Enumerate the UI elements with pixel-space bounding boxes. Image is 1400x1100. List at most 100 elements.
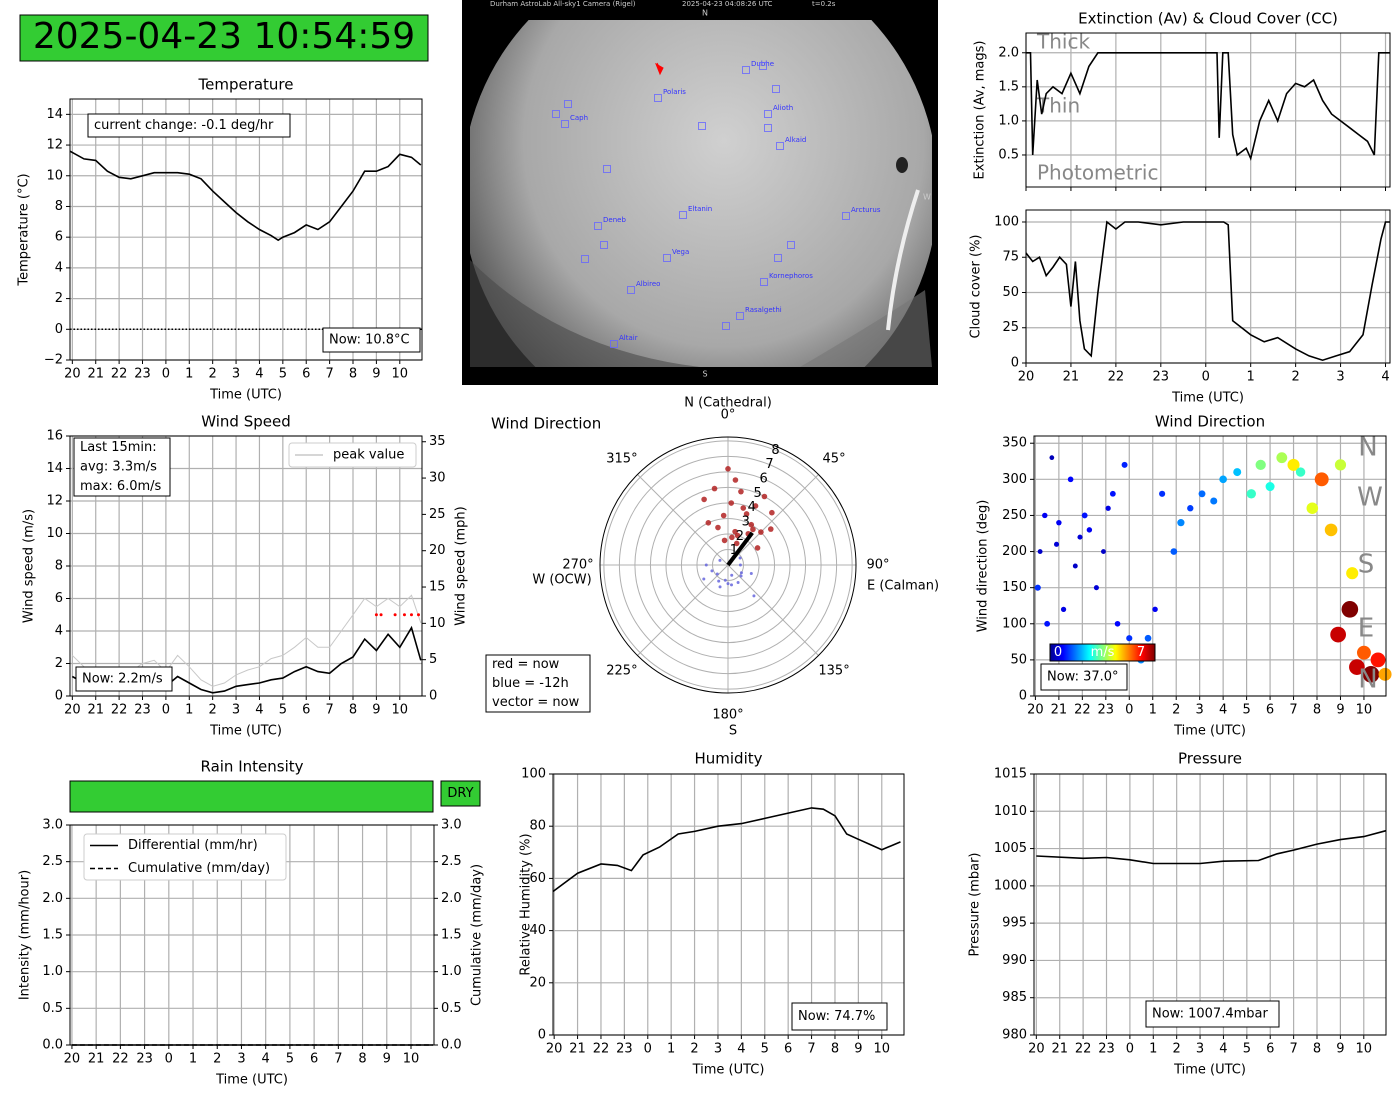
star-box <box>594 222 602 230</box>
axes-frame <box>1025 209 1391 364</box>
point <box>1037 549 1043 555</box>
y-tick-label: 0.0 <box>42 1038 63 1053</box>
x-tick-label: 0 <box>1202 370 1210 385</box>
star-box <box>776 142 784 150</box>
colorbar <box>1049 643 1156 662</box>
y2-tick-label: 25 <box>429 507 446 522</box>
y-tick-label: 60 <box>529 871 546 886</box>
y-tick-label: 6 <box>55 230 63 245</box>
compass-letter: E <box>1358 614 1374 644</box>
point <box>761 493 768 500</box>
point <box>736 580 740 584</box>
y2-tick-label: 1.0 <box>441 964 462 979</box>
x-tick-label: 10 <box>392 703 409 718</box>
colorbar-min: 0 <box>1054 645 1062 660</box>
compass-label: N <box>702 9 708 18</box>
y-tick-label: 1000 <box>994 878 1027 893</box>
star-box <box>564 100 572 108</box>
x-tick-label: 5 <box>1243 1042 1251 1057</box>
y-tick-label: 1.0 <box>998 113 1019 128</box>
y-tick-label: 25 <box>1002 320 1019 335</box>
y-tick-label: 14 <box>46 461 63 476</box>
y2-tick-label: 30 <box>429 471 446 486</box>
polar-frame <box>599 436 857 694</box>
point <box>725 466 731 472</box>
annotation-box <box>791 1002 888 1031</box>
x-axis-label: Time (UTC) <box>1173 1063 1246 1078</box>
angle-label: 135° <box>818 664 849 679</box>
x-tick-label: 23 <box>1098 1042 1115 1057</box>
star-box <box>759 62 767 70</box>
annotation-box <box>485 654 591 713</box>
angle-label: 315° <box>606 451 637 466</box>
point <box>1356 645 1371 660</box>
y-tick-label: 6 <box>55 591 63 606</box>
point <box>726 582 730 586</box>
horizon-shade <box>470 260 700 367</box>
y-tick-label: 4 <box>55 624 63 639</box>
x-tick-label: 2 <box>209 703 217 718</box>
x-tick-label: 2 <box>1172 703 1180 718</box>
r-tick-label: 5 <box>754 486 762 501</box>
point <box>1177 519 1185 527</box>
star-box <box>722 322 730 330</box>
pointer-arrow <box>655 62 664 76</box>
legend-label: peak value <box>333 448 404 463</box>
sky-disc <box>470 20 932 367</box>
y-tick-label: 2 <box>55 656 63 671</box>
legend-label: Cumulative (mm/day) <box>128 861 270 876</box>
x-tick-label: 10 <box>1356 703 1373 718</box>
point <box>754 545 761 551</box>
point <box>711 485 718 492</box>
y-tick-label: 100 <box>521 767 546 782</box>
point <box>728 500 735 506</box>
angle-label: 225° <box>606 664 637 679</box>
y-tick-label: 1005 <box>994 841 1027 856</box>
x-tick-label: 5 <box>286 1052 294 1067</box>
x-tick-label: 4 <box>255 367 263 382</box>
x-tick-label: 7 <box>325 367 333 382</box>
point <box>743 511 750 517</box>
point <box>1053 541 1060 547</box>
x-tick-label: 23 <box>136 1052 153 1067</box>
point <box>738 488 744 495</box>
y-tick-label: 1015 <box>994 767 1027 782</box>
point <box>1287 458 1300 471</box>
y2-axis-label: Cumulative (mm/day) <box>470 864 485 1006</box>
point <box>1334 459 1347 471</box>
y2-tick-label: 1.5 <box>441 928 462 943</box>
r-tick-label: 4 <box>748 500 756 515</box>
grid-spoke <box>727 564 819 656</box>
point <box>1187 505 1194 512</box>
point <box>1219 475 1227 484</box>
y-tick-label: 2 <box>55 291 63 306</box>
point <box>718 558 722 562</box>
axes-frame <box>69 435 423 697</box>
angle-label: 270° <box>562 558 593 573</box>
y-tick-label: 20 <box>529 975 546 990</box>
y2-tick-label: 10 <box>429 616 446 631</box>
x-tick-label: 21 <box>87 703 104 718</box>
r-tick-label: 3 <box>742 514 750 529</box>
y-axis-label: Cloud cover (%) <box>969 234 984 338</box>
point <box>730 583 734 587</box>
y2-tick-label: 2.0 <box>441 891 462 906</box>
x-tick-label: 6 <box>1266 1042 1274 1057</box>
point <box>1306 502 1319 515</box>
point <box>1121 461 1128 468</box>
y-tick-label: 990 <box>1002 953 1027 968</box>
y-tick-label: 2.0 <box>998 45 1019 60</box>
x-tick-label: 0 <box>1126 1042 1134 1057</box>
x-tick-label: 9 <box>854 1042 862 1057</box>
point <box>733 540 740 547</box>
y-tick-label: −2 <box>44 353 63 368</box>
star-box <box>600 241 608 249</box>
point <box>749 571 753 575</box>
point <box>1114 620 1121 627</box>
point <box>721 537 728 544</box>
x-tick-label: 21 <box>1051 703 1068 718</box>
star-box <box>627 286 635 294</box>
star-box <box>603 165 611 173</box>
star-box <box>561 120 569 128</box>
point <box>701 496 707 503</box>
